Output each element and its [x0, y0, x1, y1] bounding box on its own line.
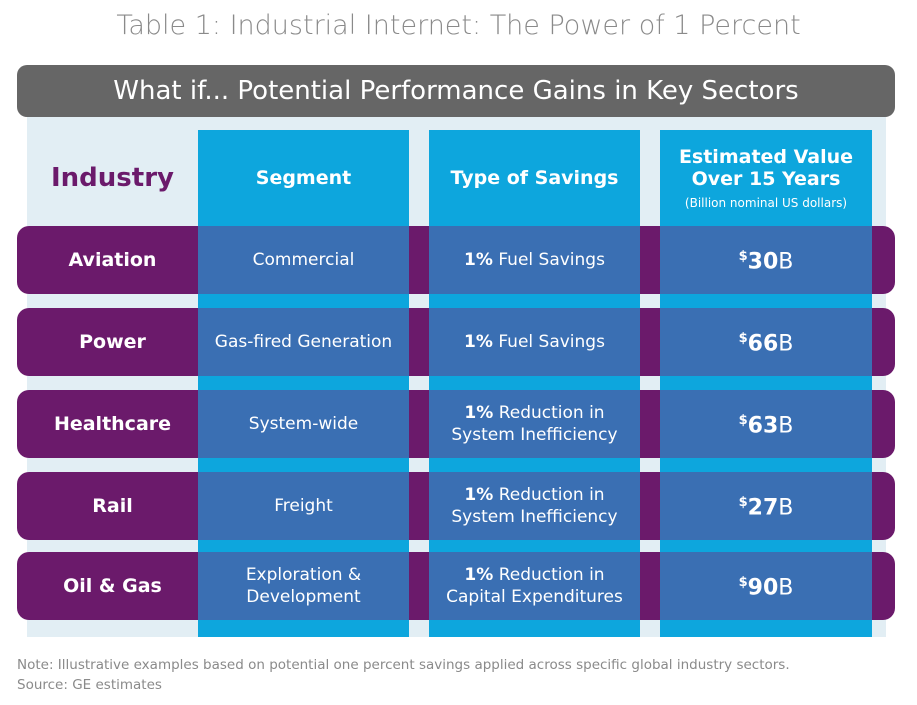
- header-segment: Segment: [255, 167, 352, 189]
- banner: What if... Potential Performance Gains i…: [17, 65, 895, 117]
- header-value-sub: (Billion nominal US dollars): [684, 196, 848, 210]
- industry-cell: Aviation: [68, 249, 157, 271]
- header-value: Estimated Value Over 15 Years (Billion n…: [660, 130, 872, 226]
- segment-cell: Commercial: [198, 226, 409, 294]
- savings-cell: 1% Fuel Savings: [429, 226, 640, 294]
- savings-text: Fuel Savings: [498, 250, 605, 270]
- value-unit: B: [778, 249, 794, 275]
- savings-percent: 1%: [464, 485, 494, 505]
- note-text: Note: Illustrative examples based on pot…: [17, 657, 790, 673]
- value-amount: 66: [747, 331, 779, 357]
- value-cell: $90B: [660, 552, 872, 620]
- header-value-line2: Over 15 Years: [691, 168, 841, 190]
- currency-symbol: $: [738, 249, 748, 265]
- value-amount: 90: [747, 575, 779, 601]
- value-unit: B: [778, 575, 794, 601]
- savings-percent: 1%: [464, 250, 493, 270]
- header-savings: Type of Savings: [450, 167, 619, 189]
- value-cell: $30B: [660, 226, 872, 294]
- savings-percent: 1%: [464, 565, 494, 585]
- currency-symbol: $: [738, 575, 748, 591]
- segment-cell: Gas-fired Generation: [198, 308, 409, 376]
- savings-percent: 1%: [464, 403, 494, 423]
- segment-cell: System-wide: [198, 390, 409, 458]
- footnote: Note: Illustrative examples based on pot…: [17, 655, 790, 695]
- savings-percent: 1%: [464, 332, 493, 352]
- industry-cell: Power: [79, 331, 146, 353]
- value-unit: B: [778, 413, 794, 439]
- value-amount: 27: [747, 495, 779, 521]
- industry-cell: Healthcare: [53, 413, 172, 435]
- value-amount: 63: [747, 413, 779, 439]
- savings-text: Reduction in System Inefficiency: [451, 403, 618, 445]
- value-amount: 30: [747, 249, 779, 275]
- value-unit: B: [778, 495, 794, 521]
- header-industry: Industry: [51, 163, 174, 193]
- currency-symbol: $: [738, 331, 748, 347]
- currency-symbol: $: [738, 495, 748, 511]
- value-cell: $66B: [660, 308, 872, 376]
- savings-text: Fuel Savings: [498, 332, 605, 352]
- value-cell: $63B: [660, 390, 872, 458]
- savings-text: Reduction in Capital Expenditures: [446, 565, 623, 607]
- savings-cell: 1% Reduction in System Inefficiency: [429, 390, 640, 458]
- savings-cell: 1% Reduction in System Inefficiency: [429, 472, 640, 540]
- table-title: Table 1: Industrial Internet: The Power …: [116, 10, 801, 41]
- savings-cell: 1% Fuel Savings: [429, 308, 640, 376]
- savings-cell: 1% Reduction in Capital Expenditures: [429, 552, 640, 620]
- industry-cell: Rail: [92, 495, 133, 517]
- currency-symbol: $: [738, 413, 748, 429]
- value-unit: B: [778, 331, 794, 357]
- segment-cell: Freight: [198, 472, 409, 540]
- value-cell: $27B: [660, 472, 872, 540]
- segment-cell: Exploration & Development: [198, 552, 409, 620]
- header-value-line1: Estimated Value: [678, 146, 854, 168]
- industry-cell: Oil & Gas: [63, 575, 162, 597]
- savings-text: Reduction in System Inefficiency: [451, 485, 618, 527]
- source-text: Source: GE estimates: [17, 677, 162, 693]
